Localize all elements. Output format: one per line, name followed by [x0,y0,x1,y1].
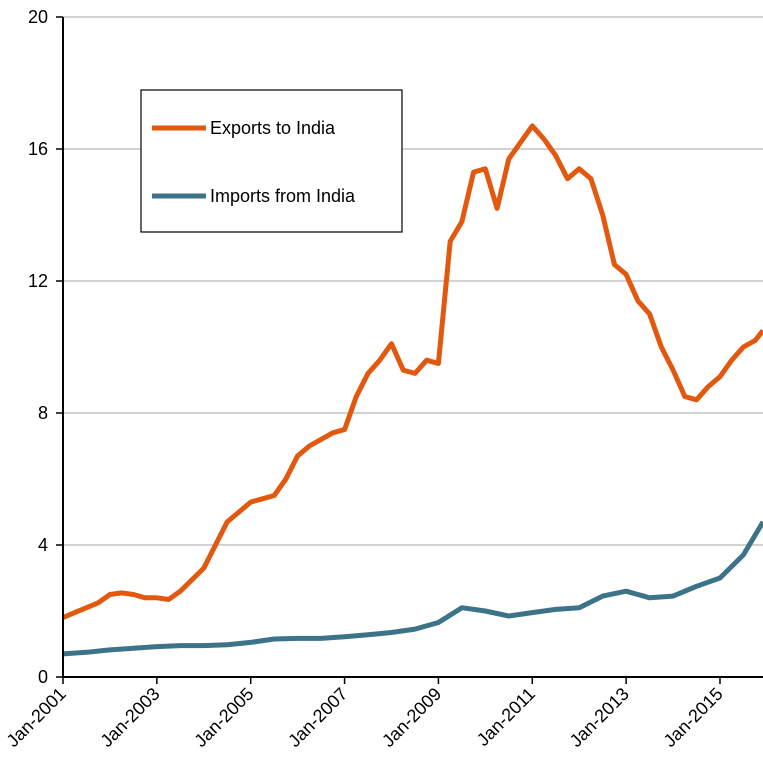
legend: Exports to India Imports from India [140,89,403,233]
series-line-imports [62,520,763,657]
x-tick-label: Jan-2001 [3,684,70,751]
legend-label-exports: Exports to India [210,118,336,138]
x-tick-label: Jan-2005 [190,684,257,751]
series-line-exports [62,123,763,620]
x-tick-label: Jan-2007 [284,684,351,751]
y-axis-ticks: 0 4 8 12 16 20 [28,7,63,687]
y-tick-label: 8 [38,403,48,423]
x-tick-label: Jan-2013 [566,684,633,751]
y-tick-label: 20 [28,7,48,27]
y-tick-label: 16 [28,139,48,159]
x-tick-label: Jan-2009 [378,684,445,751]
legend-label-imports: Imports from India [210,186,356,206]
y-tick-label: 12 [28,271,48,291]
x-axis-ticks: Jan-2001 Jan-2003 Jan-2005 Jan-2007 Jan-2009… [3,677,727,751]
x-tick-label: Jan-2003 [96,684,163,751]
x-tick-label: Jan-2015 [660,684,727,751]
legend-box [140,89,403,233]
series-lines [62,123,763,657]
y-tick-label: 0 [38,667,48,687]
y-tick-label: 4 [38,535,48,555]
x-tick-label: Jan-2011 [473,684,539,750]
